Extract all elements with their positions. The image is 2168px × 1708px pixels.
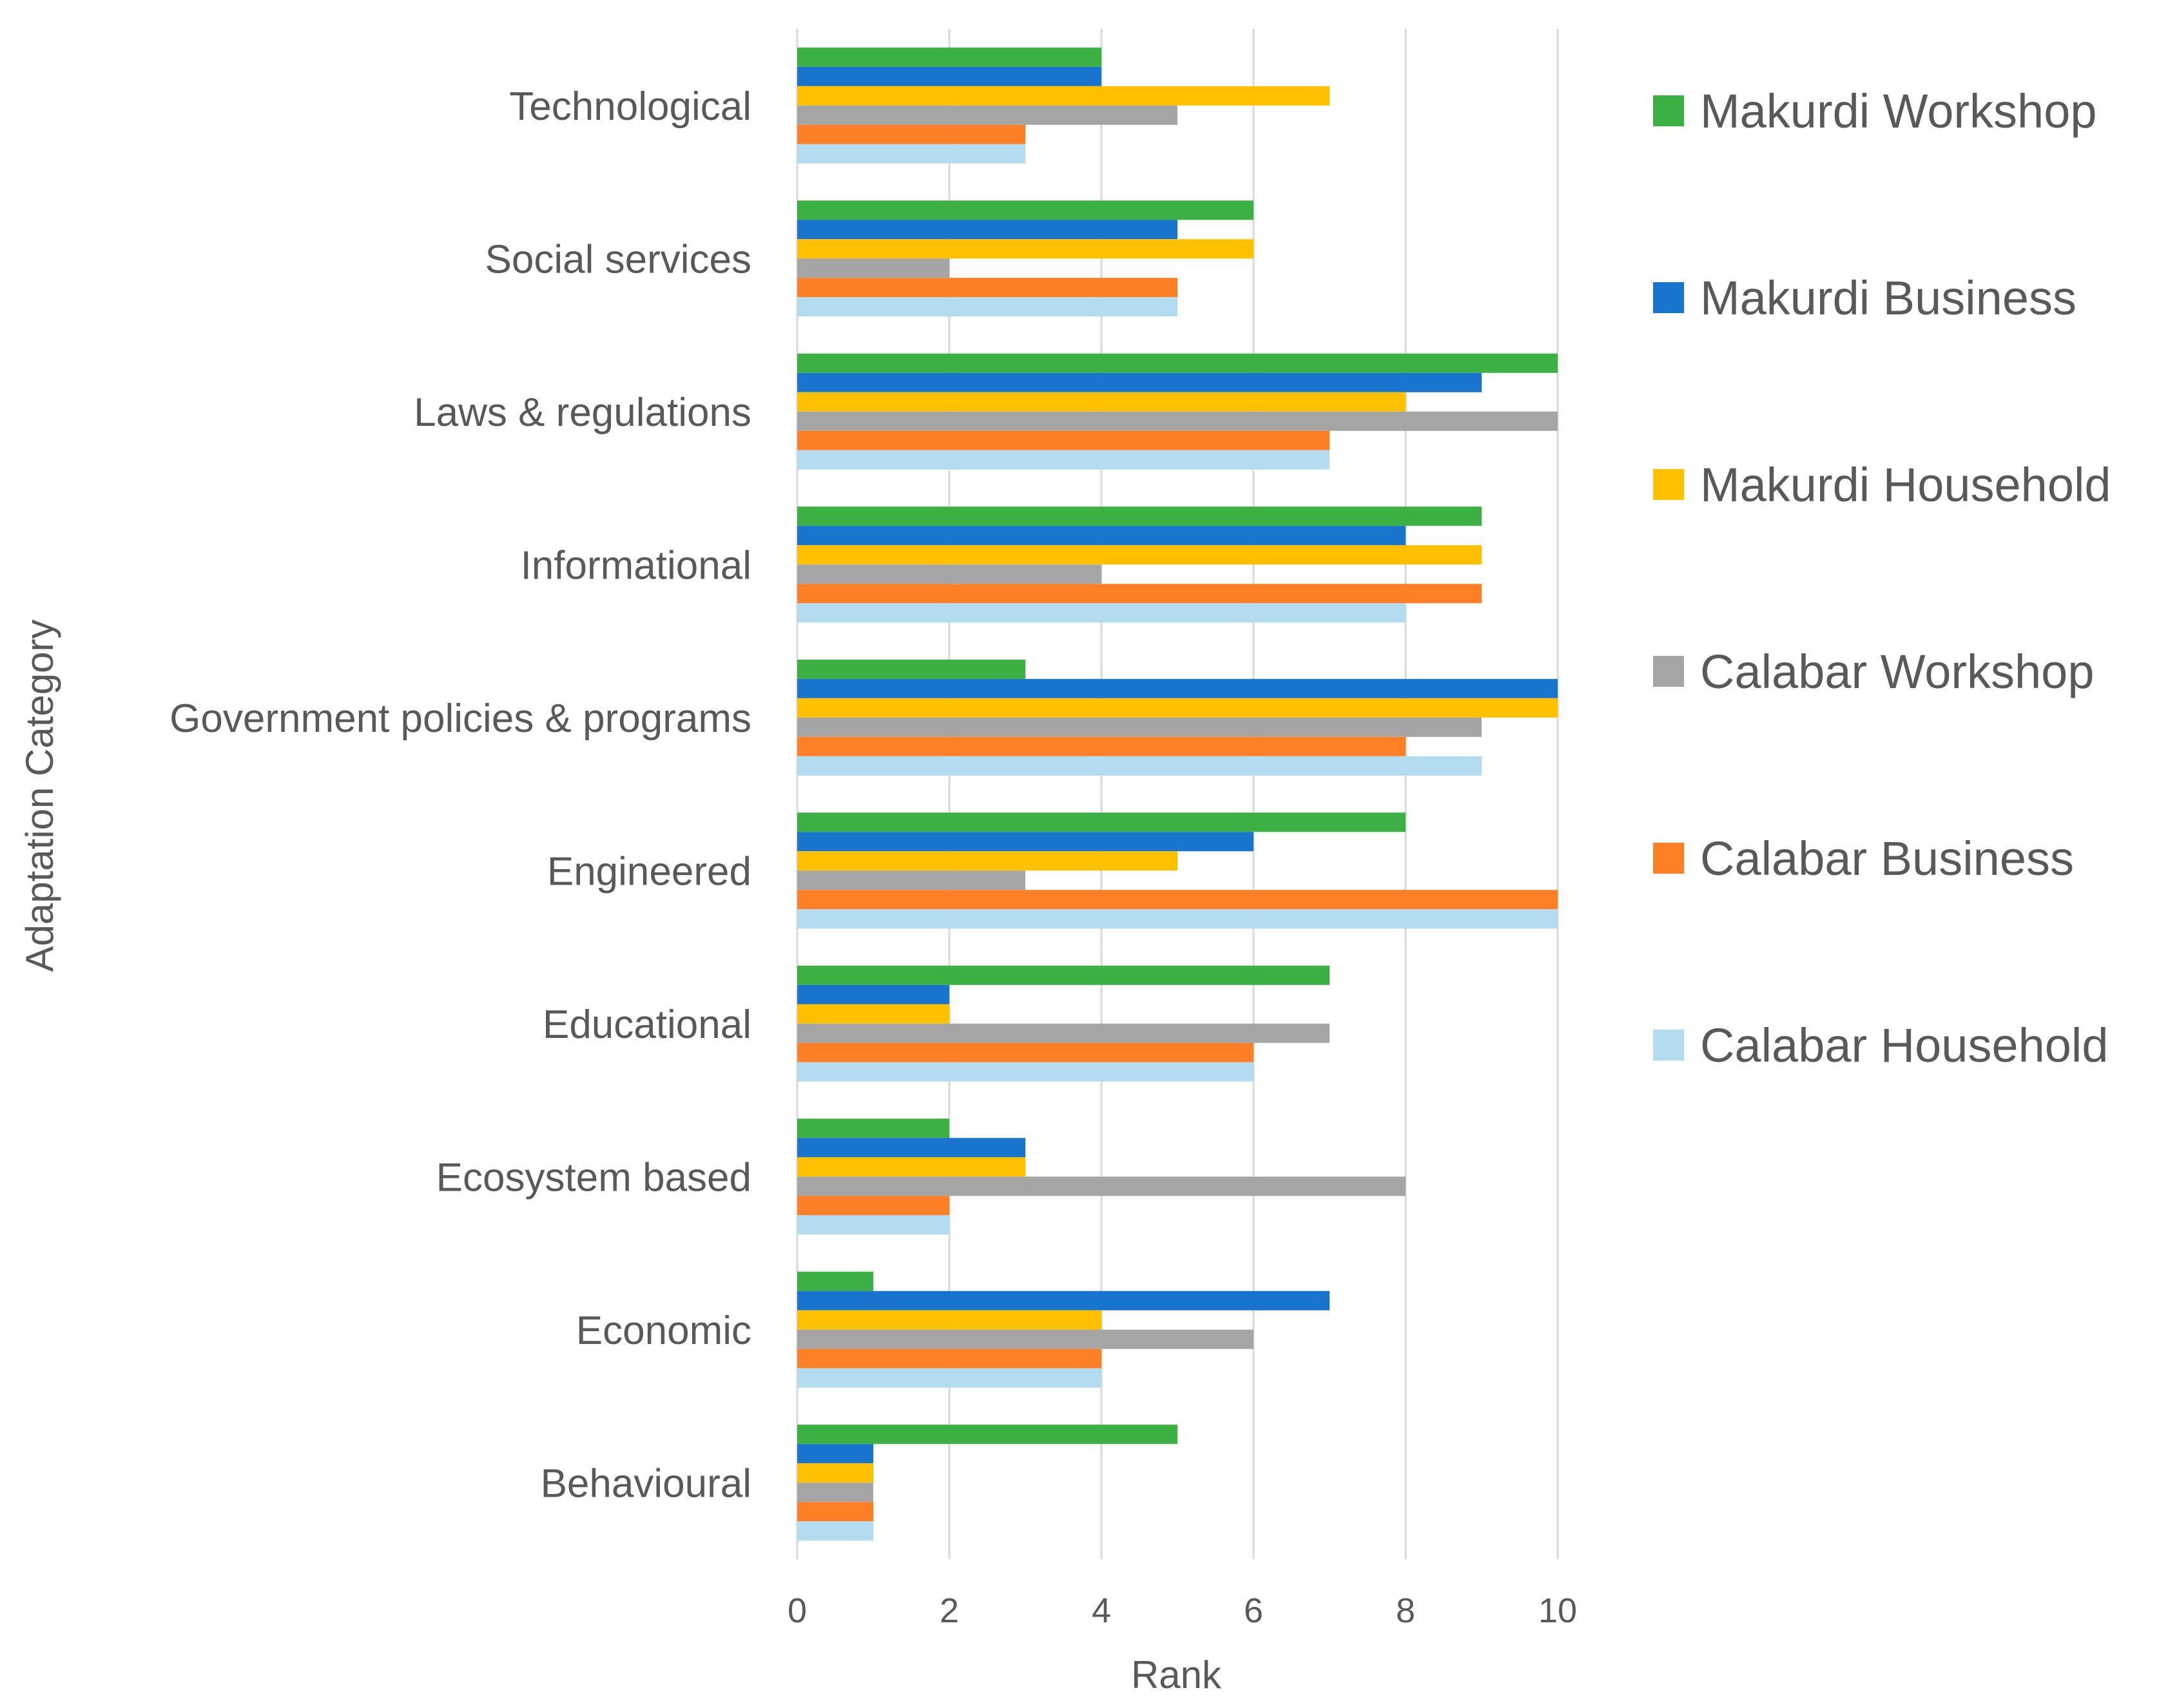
legend-swatch — [1653, 95, 1684, 126]
bars — [797, 47, 1558, 1541]
category-label: Social services — [485, 237, 751, 282]
bar-calabar-workshop — [797, 870, 1025, 890]
bar-calabar-household — [797, 603, 1406, 623]
bar-calabar-business — [797, 736, 1406, 756]
bar-makurdi-workshop — [797, 1425, 1177, 1444]
legend-swatch — [1653, 469, 1684, 500]
y-axis-title: Adaptation Category — [18, 619, 61, 972]
bar-makurdi-household — [797, 851, 1177, 871]
bar-makurdi-household — [797, 1157, 1025, 1177]
category-label: Engineered — [547, 849, 751, 894]
bar-makurdi-household — [797, 1004, 949, 1024]
legend-swatch — [1653, 1030, 1684, 1060]
bar-calabar-household — [797, 1521, 873, 1541]
x-tick-label: 2 — [940, 1591, 959, 1630]
x-tick-label: 10 — [1538, 1591, 1577, 1630]
bar-calabar-household — [797, 1062, 1253, 1082]
legend-label: Calabar Household — [1700, 1019, 2109, 1072]
bar-calabar-business — [797, 584, 1482, 604]
bar-makurdi-business — [797, 1444, 873, 1464]
category-labels: Technological Social services Laws & regul… — [169, 84, 751, 1506]
bar-makurdi-business — [797, 66, 1101, 86]
bar-calabar-workshop — [797, 411, 1558, 431]
bar-calabar-business — [797, 278, 1177, 298]
category-label: Behavioural — [541, 1461, 751, 1506]
bar-calabar-workshop — [797, 258, 949, 278]
bar-calabar-household — [797, 297, 1177, 317]
bar-makurdi-household — [797, 86, 1330, 106]
bar-calabar-workshop — [797, 1483, 873, 1502]
category-label: Laws & regulations — [414, 390, 751, 435]
category-label: Technological — [509, 84, 751, 129]
bar-calabar-household — [797, 450, 1330, 470]
bar-makurdi-workshop — [797, 200, 1253, 220]
category-label: Educational — [543, 1003, 751, 1047]
category-label: Ecosystem based — [436, 1155, 751, 1200]
bar-calabar-business — [797, 430, 1330, 450]
bar-calabar-household — [797, 1215, 949, 1235]
bar-makurdi-business — [797, 1138, 1025, 1158]
bar-makurdi-business — [797, 984, 949, 1004]
bar-makurdi-workshop — [797, 965, 1330, 985]
legend-label: Calabar Business — [1700, 832, 2074, 885]
x-tick-label: 8 — [1396, 1591, 1415, 1630]
bar-makurdi-business — [797, 1291, 1330, 1310]
bar-calabar-business — [797, 1042, 1253, 1062]
bar-makurdi-business — [797, 678, 1558, 698]
bar-calabar-workshop — [797, 564, 1101, 584]
bar-makurdi-household — [797, 698, 1558, 718]
category-label: Informational — [521, 543, 751, 588]
bar-makurdi-workshop — [797, 659, 1025, 679]
bar-calabar-business — [797, 890, 1558, 910]
bar-makurdi-household — [797, 1463, 873, 1483]
legend-label: Makurdi Business — [1700, 271, 2076, 325]
bar-makurdi-business — [797, 832, 1253, 852]
bar-makurdi-workshop — [797, 812, 1406, 832]
legend-label: Calabar Workshop — [1700, 645, 2094, 698]
bar-makurdi-household — [797, 545, 1482, 565]
bar-makurdi-workshop — [797, 506, 1482, 526]
bar-makurdi-business — [797, 220, 1177, 240]
legend-swatch — [1653, 843, 1684, 874]
x-tick-labels: 0 2 4 6 8 10 — [788, 1591, 1577, 1630]
legend-label: Makurdi Household — [1700, 458, 2111, 512]
category-label: Economic — [576, 1309, 751, 1353]
legend: Makurdi Workshop Makurdi Business Makurdi … — [1653, 84, 2111, 1072]
bar-calabar-business — [797, 124, 1025, 144]
legend-swatch — [1653, 282, 1684, 313]
category-label: Government policies & programs — [169, 696, 751, 741]
x-tick-label: 6 — [1244, 1591, 1263, 1630]
bar-calabar-workshop — [797, 1176, 1406, 1196]
bar-calabar-household — [797, 909, 1558, 929]
bar-makurdi-workshop — [797, 47, 1101, 67]
bar-makurdi-household — [797, 1310, 1101, 1330]
x-axis-title: Rank — [1131, 1653, 1222, 1696]
bar-calabar-business — [797, 1502, 873, 1522]
bar-calabar-household — [797, 756, 1482, 776]
bar-makurdi-workshop — [797, 1271, 873, 1291]
bar-calabar-workshop — [797, 717, 1482, 737]
bar-makurdi-workshop — [797, 1118, 949, 1138]
bar-makurdi-business — [797, 526, 1406, 546]
legend-label: Makurdi Workshop — [1700, 84, 2097, 138]
bar-calabar-household — [797, 1368, 1101, 1388]
x-tick-label: 0 — [788, 1591, 807, 1630]
bar-calabar-workshop — [797, 1329, 1253, 1349]
bar-makurdi-household — [797, 392, 1406, 412]
bar-calabar-business — [797, 1196, 949, 1216]
bar-makurdi-workshop — [797, 353, 1558, 373]
bar-makurdi-business — [797, 372, 1482, 392]
bar-calabar-business — [797, 1348, 1101, 1368]
bar-calabar-household — [797, 144, 1025, 164]
x-tick-label: 4 — [1092, 1591, 1111, 1630]
bar-calabar-workshop — [797, 1023, 1330, 1043]
bar-makurdi-household — [797, 239, 1253, 259]
legend-swatch — [1653, 656, 1684, 687]
bar-calabar-workshop — [797, 105, 1177, 125]
